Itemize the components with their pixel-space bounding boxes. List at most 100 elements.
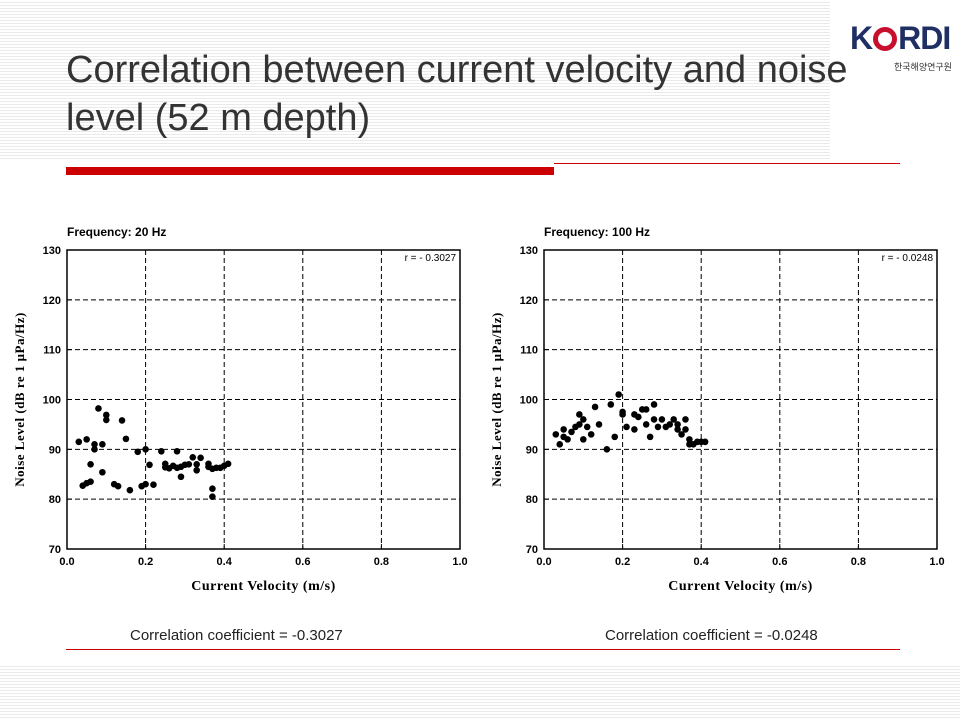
data-point	[674, 426, 681, 433]
x-tick-label: 0.8	[851, 556, 866, 568]
data-point	[635, 413, 642, 421]
data-point	[134, 448, 142, 456]
y-tick-label: 120	[43, 295, 61, 307]
data-point	[611, 433, 619, 441]
y-tick-label: 130	[520, 245, 538, 257]
x-tick-label: 0.6	[772, 556, 787, 568]
data-point	[583, 423, 591, 431]
data-point	[564, 436, 571, 443]
chart-annotation: r = - 0.0248	[882, 253, 934, 264]
data-point	[650, 401, 658, 408]
data-point	[209, 493, 216, 500]
data-point	[631, 426, 638, 433]
data-point	[580, 436, 587, 443]
data-point	[682, 426, 689, 433]
data-point	[603, 446, 611, 453]
x-tick-label: 0.0	[59, 556, 74, 568]
data-point	[161, 460, 169, 468]
logo-letters-right: RDI	[898, 20, 951, 56]
data-point	[595, 421, 603, 428]
data-point	[615, 391, 622, 398]
x-tick-label: 0.4	[694, 556, 710, 568]
x-tick-label: 0.8	[374, 556, 389, 568]
data-point	[103, 416, 110, 424]
correlation-caption-20hz: Correlation coefficient = -0.3027	[130, 627, 343, 644]
chart-title: Frequency: 100 Hz	[544, 225, 650, 239]
data-point	[682, 416, 689, 423]
y-tick-label: 100	[43, 395, 61, 407]
data-point	[654, 423, 662, 431]
x-tick-label: 0.4	[217, 556, 233, 568]
x-tick-label: 0.6	[295, 556, 310, 568]
y-axis-label: Noise Level (dB re 1 μPa/Hz)	[12, 312, 27, 487]
data-point	[568, 428, 575, 436]
data-point	[99, 468, 106, 476]
x-tick-label: 0.0	[536, 556, 551, 568]
data-point	[686, 436, 693, 443]
x-tick-label: 1.0	[929, 556, 944, 568]
data-point	[576, 421, 583, 428]
chart-20hz: 0.0 0.2 0.4 0.6 0.8 1.0 70 80 90 100 110 120 130 Fre…	[12, 225, 468, 594]
data-point	[587, 431, 595, 438]
data-point	[552, 431, 560, 438]
y-tick-label: 110	[43, 345, 61, 357]
data-point	[158, 448, 165, 455]
title-underline-line	[554, 163, 900, 164]
kordi-logo: K RDI 한국해양연구원	[830, 0, 960, 110]
y-tick-label: 70	[526, 544, 538, 556]
y-tick-label: 90	[49, 444, 61, 456]
logo-o-icon	[873, 27, 898, 51]
data-point	[189, 454, 197, 461]
chart-annotation: r = - 0.3027	[405, 253, 457, 264]
correlation-caption-100hz: Correlation coefficient = -0.0248	[605, 627, 818, 644]
x-tick-label: 0.2	[138, 556, 153, 568]
data-point	[580, 416, 587, 423]
data-point	[83, 436, 90, 443]
data-point	[118, 417, 126, 424]
y-tick-label: 130	[43, 245, 61, 257]
y-tick-label: 80	[526, 494, 538, 506]
y-tick-label: 80	[49, 494, 61, 506]
data-point	[75, 438, 83, 446]
data-point	[678, 431, 685, 438]
data-point	[642, 406, 650, 413]
x-tick-label: 1.0	[452, 556, 467, 568]
chart-100hz: 0.0 0.2 0.4 0.6 0.8 1.0 70 80 90 100 110 120 130 Fre…	[489, 225, 945, 594]
data-point	[197, 454, 204, 462]
data-point	[177, 473, 185, 481]
y-tick-label: 110	[520, 345, 538, 357]
data-point	[623, 423, 630, 431]
data-point	[91, 441, 98, 448]
data-point	[670, 416, 677, 423]
data-point	[646, 433, 654, 441]
x-tick-label: 0.2	[615, 556, 630, 568]
title-underline-bar	[66, 167, 554, 175]
footer-stripes	[0, 664, 960, 720]
data-point	[150, 481, 157, 489]
chart-title: Frequency: 20 Hz	[67, 225, 166, 239]
data-point	[87, 478, 94, 486]
x-axis-label: Current Velocity (m/s)	[668, 579, 813, 594]
y-tick-label: 100	[520, 395, 538, 407]
y-axis-label: Noise Level (dB re 1 μPa/Hz)	[489, 312, 504, 487]
slide-title: Correlation between current velocity and…	[66, 49, 848, 139]
footer-line	[66, 649, 900, 650]
data-point	[103, 411, 110, 419]
data-point	[666, 421, 674, 428]
data-point	[650, 416, 658, 423]
x-axis-label: Current Velocity (m/s)	[191, 579, 336, 594]
data-point	[95, 405, 102, 412]
data-point	[146, 461, 153, 469]
data-point	[99, 441, 106, 448]
data-point	[193, 460, 200, 468]
data-point	[576, 411, 583, 418]
data-point	[658, 416, 666, 423]
data-point	[209, 485, 216, 493]
header-stripes	[0, 0, 830, 160]
data-point	[607, 401, 615, 408]
data-point	[114, 482, 122, 490]
data-point	[126, 486, 134, 494]
data-point	[142, 446, 149, 453]
data-point	[87, 460, 94, 468]
data-point	[619, 411, 626, 418]
